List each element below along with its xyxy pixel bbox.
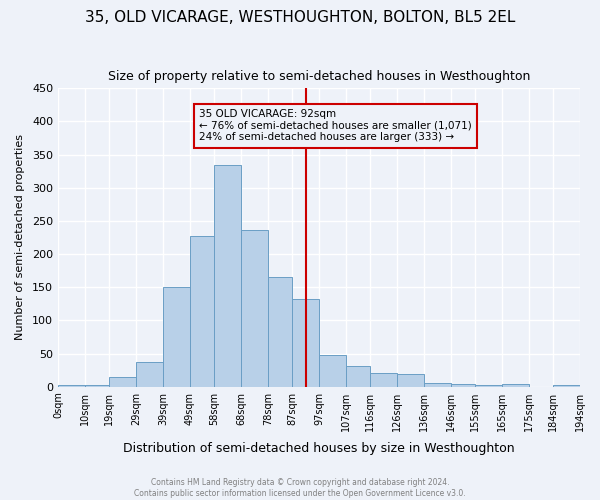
Text: Contains HM Land Registry data © Crown copyright and database right 2024.
Contai: Contains HM Land Registry data © Crown c…	[134, 478, 466, 498]
Bar	[241, 230, 268, 386]
Bar	[109, 376, 136, 386]
Bar	[397, 374, 424, 386]
Bar	[214, 164, 241, 386]
Bar	[370, 372, 397, 386]
Bar	[424, 382, 451, 386]
Bar	[268, 278, 292, 386]
Bar	[136, 362, 163, 386]
Y-axis label: Number of semi-detached properties: Number of semi-detached properties	[15, 134, 25, 340]
Bar	[346, 366, 370, 386]
Bar	[58, 384, 85, 386]
Bar	[451, 384, 475, 386]
Bar	[502, 384, 529, 386]
Bar	[475, 384, 502, 386]
Bar	[319, 355, 346, 386]
Text: 35 OLD VICARAGE: 92sqm
← 76% of semi-detached houses are smaller (1,071)
24% of : 35 OLD VICARAGE: 92sqm ← 76% of semi-det…	[199, 109, 472, 142]
X-axis label: Distribution of semi-detached houses by size in Westhoughton: Distribution of semi-detached houses by …	[123, 442, 515, 455]
Bar	[190, 236, 214, 386]
Bar	[85, 384, 109, 386]
Bar	[292, 299, 319, 386]
Bar	[553, 384, 580, 386]
Title: Size of property relative to semi-detached houses in Westhoughton: Size of property relative to semi-detach…	[108, 70, 530, 83]
Text: 35, OLD VICARAGE, WESTHOUGHTON, BOLTON, BL5 2EL: 35, OLD VICARAGE, WESTHOUGHTON, BOLTON, …	[85, 10, 515, 25]
Bar	[163, 287, 190, 386]
